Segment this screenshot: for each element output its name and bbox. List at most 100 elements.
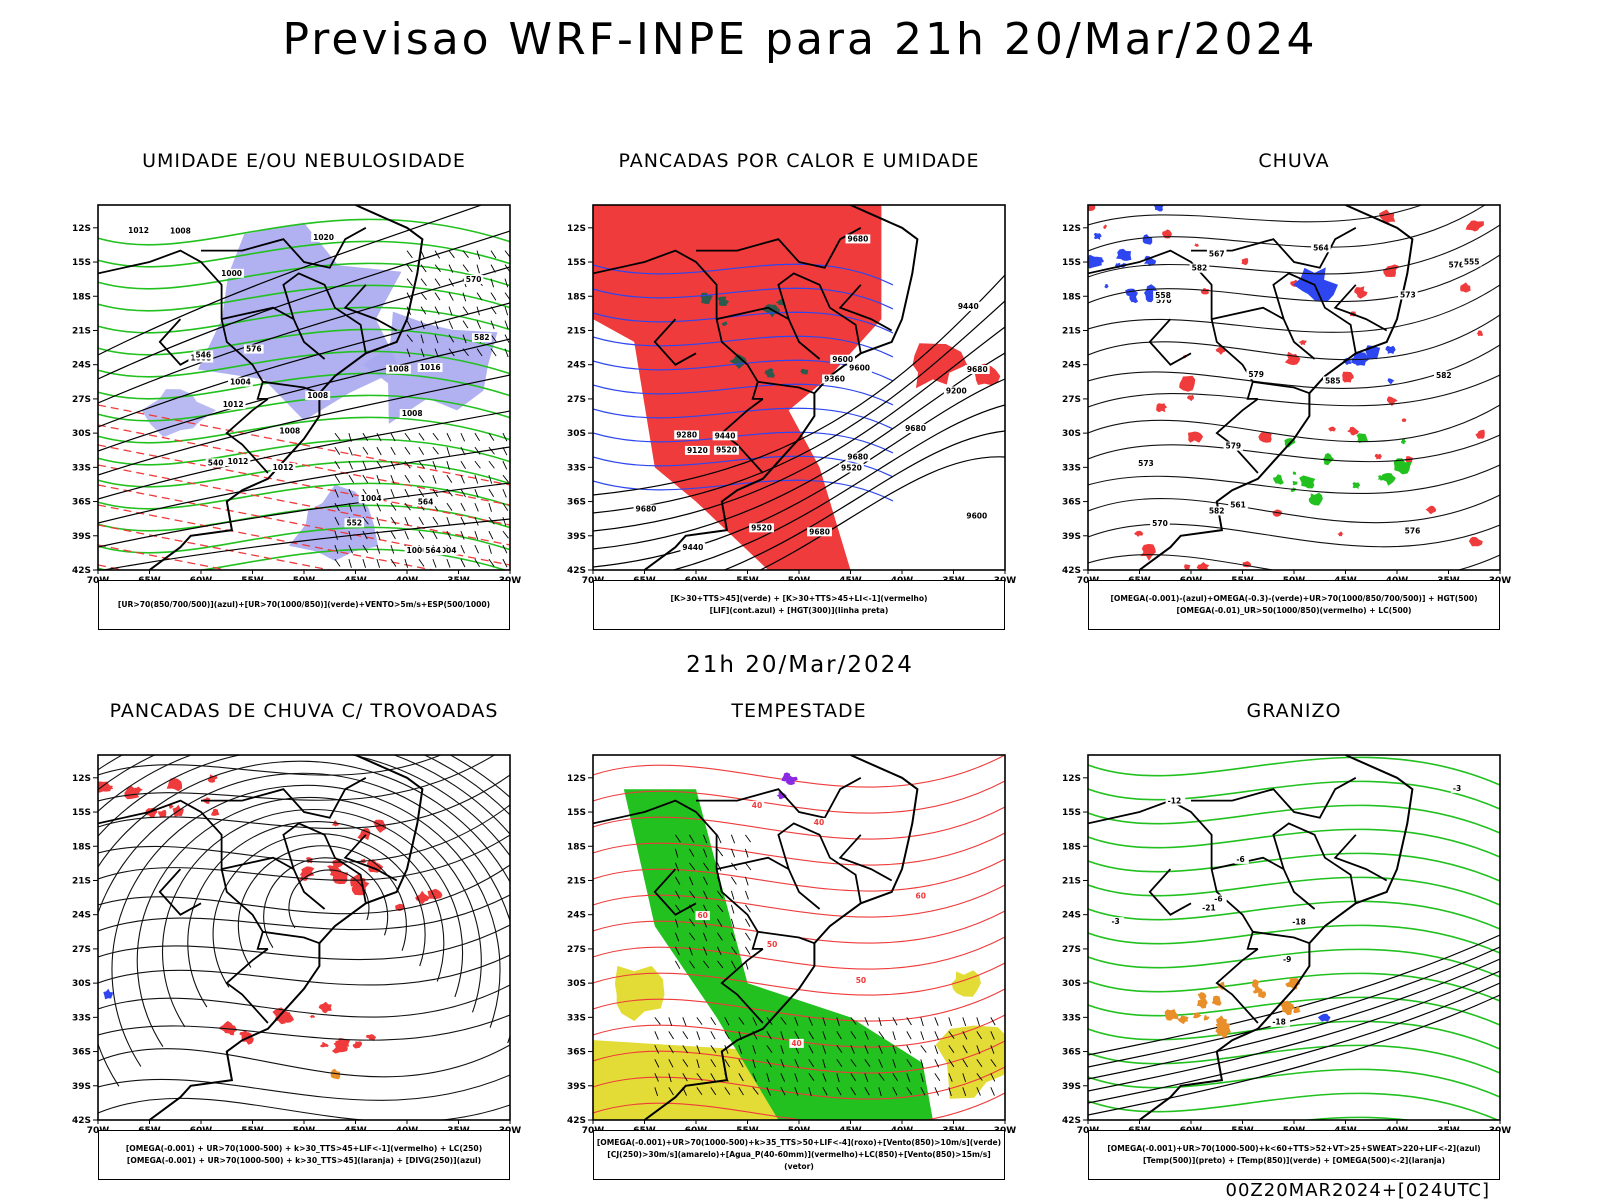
legend-chuva: [OMEGA(-0.001)-(azul)+OMEGA(-0.3)-(verde… — [1088, 580, 1500, 630]
streamline — [136, 796, 482, 1047]
contour-label: 60 — [697, 911, 707, 920]
contour-label: 546 — [195, 350, 211, 359]
wind-vector — [689, 834, 695, 843]
temperature-850-contour — [1088, 804, 1500, 834]
contour-line — [98, 230, 510, 380]
lat-tick-label: 39S — [567, 532, 586, 542]
wind-vector — [519, 265, 523, 273]
contour-label-bg — [1223, 441, 1244, 451]
lifted-index-contour — [593, 455, 894, 478]
state-border — [593, 799, 759, 933]
wind-vector — [682, 1031, 689, 1040]
contour-label: 576 — [1448, 261, 1464, 270]
rain-area-red — [1337, 531, 1344, 537]
wind-vector — [420, 348, 425, 358]
wind-vector — [822, 1045, 827, 1054]
wind-vector — [654, 1073, 659, 1082]
rain-area-red — [1374, 453, 1382, 460]
rain-area-red — [1215, 344, 1227, 355]
lat-tick-label: 21S — [567, 326, 586, 336]
wind-vector — [710, 1017, 717, 1026]
wind-vector — [892, 1059, 897, 1069]
temperature-850-contour — [1088, 948, 1500, 978]
thunderstorm-area-red — [352, 1041, 362, 1049]
wind-vector — [794, 1031, 800, 1040]
contour-label-bg — [913, 891, 928, 901]
contour-label-bg — [674, 430, 700, 440]
wind-vector — [334, 488, 339, 498]
wind-vector — [474, 516, 479, 526]
state-border — [282, 822, 367, 904]
lon-tick-label: 30W — [499, 576, 522, 586]
severe-storm-area-purple — [785, 774, 798, 785]
map-content — [98, 755, 510, 1120]
streamline — [98, 804, 510, 863]
lat-tick-label: 33S — [1062, 463, 1081, 473]
wind-vector — [730, 890, 735, 900]
state-border — [1246, 381, 1258, 400]
wind-vector — [738, 1087, 744, 1096]
streamline — [98, 755, 442, 776]
omega-500-area-orange — [1216, 1028, 1231, 1038]
lat-tick-label: 27S — [567, 395, 586, 405]
wind-vector — [836, 1087, 842, 1096]
legend-pancadas-calor: [K>30+TTS>45](verde) + [K>30+TTS>45+LI<-… — [593, 580, 1005, 630]
omega-strong-area-green — [1401, 438, 1407, 445]
omega-strong-area-green — [1377, 475, 1385, 481]
wind-vector — [334, 502, 340, 512]
lon-tick-label: 30W — [994, 576, 1017, 586]
state-border — [757, 380, 815, 395]
wind-vector — [531, 489, 534, 498]
wind-vector — [476, 292, 483, 301]
wind-vector — [1019, 1087, 1023, 1095]
wind-vector — [702, 834, 708, 844]
contour-label: 582 — [1209, 506, 1225, 515]
wind-vector — [362, 544, 369, 553]
wind-vector — [446, 502, 453, 511]
contour-label-bg — [417, 363, 443, 373]
contour-label-bg — [822, 374, 847, 384]
state-border — [653, 318, 697, 366]
lat-tick-label: 15S — [1062, 808, 1081, 818]
wind-vector — [446, 516, 451, 526]
streamline — [1088, 344, 1500, 389]
wind-vector — [731, 960, 737, 969]
wind-vector — [488, 544, 492, 554]
wind-vector — [696, 1045, 701, 1054]
legend-granizo: [OMEGA(-0.001)+UR>70(1000-500)+k<60+TTS>… — [1088, 1130, 1500, 1180]
wind-vector — [420, 264, 427, 273]
map-chuva: 5825825795765735705855825795765735675585… — [1062, 204, 1511, 586]
humidity-low-level-contour — [98, 504, 510, 532]
contour-label: -12 — [1168, 796, 1182, 805]
wind-vector — [934, 1087, 939, 1096]
contour-label-bg — [193, 350, 214, 360]
wind-vector — [674, 918, 679, 928]
state-border — [282, 272, 367, 354]
panel-title: CHUVA — [1258, 150, 1330, 172]
wind-vector — [794, 1087, 799, 1096]
streamline — [1088, 205, 1486, 252]
contour-label-bg — [243, 344, 264, 354]
lat-tick-label: 12S — [567, 774, 586, 784]
contour-label: 9520 — [841, 463, 862, 472]
wind-vector — [906, 1087, 913, 1096]
wind-vector — [531, 503, 534, 512]
wind-vector — [717, 918, 723, 927]
wind-vector — [822, 1087, 828, 1096]
lat-tick-label: 18S — [1062, 292, 1081, 302]
rain-area-red — [1425, 505, 1437, 515]
contour-label-bg — [270, 462, 296, 472]
state-border — [98, 799, 264, 933]
coastline — [643, 205, 919, 570]
wind-vector — [460, 460, 467, 470]
wind-vector — [490, 292, 497, 301]
geopotential-contour — [671, 404, 1005, 570]
wind-vector — [689, 848, 695, 857]
lifted-index-contour — [593, 479, 894, 502]
precipitable-water-contour — [593, 1014, 1005, 1048]
wind-vector — [448, 334, 455, 343]
wind-vector — [962, 1073, 967, 1083]
wind-vector — [432, 530, 438, 540]
wind-vector — [808, 1045, 814, 1054]
rain-area-red — [1475, 429, 1485, 439]
